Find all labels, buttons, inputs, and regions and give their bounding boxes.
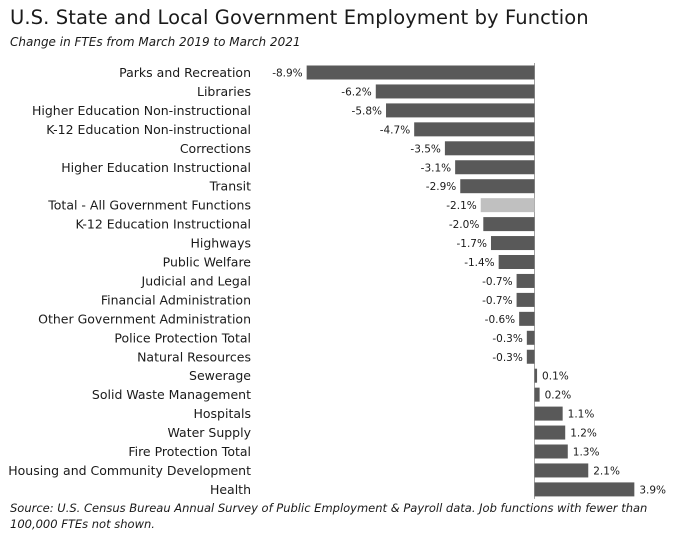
category-label-hospitals: Hospitals (193, 406, 251, 421)
value-label-judicial-and-legal: -0.7% (482, 276, 512, 288)
chart-subtitle: Change in FTEs from March 2019 to March … (10, 35, 301, 49)
bar-total-all-government-functions (480, 198, 535, 213)
bar-hospitals (534, 406, 563, 421)
bar-health (534, 482, 635, 497)
bar-judicial-and-legal (516, 273, 535, 288)
bar-water-supply (534, 425, 566, 440)
bar-highways (490, 236, 535, 251)
category-label-police-protection-total: Police Protection Total (114, 330, 251, 345)
value-label-sewerage: 0.1% (542, 371, 569, 383)
bar-higher-education-instructional (455, 160, 535, 175)
value-label-natural-resources: -0.3% (492, 352, 522, 364)
category-label-highways: Highways (190, 236, 251, 251)
bar-libraries (375, 84, 535, 99)
bar-other-government-administration (519, 311, 535, 326)
bar-natural-resources (526, 349, 535, 364)
value-label-libraries: -6.2% (341, 86, 371, 98)
bar-public-welfare (498, 255, 535, 269)
value-label-fire-protection-total: 1.3% (573, 447, 600, 459)
category-label-higher-education-instructional: Higher Education Instructional (61, 160, 251, 175)
category-label-fire-protection-total: Fire Protection Total (128, 444, 251, 459)
value-label-water-supply: 1.2% (570, 428, 597, 440)
category-label-total-all-government-functions: Total - All Government Functions (47, 198, 251, 213)
category-label-libraries: Libraries (197, 84, 251, 99)
value-label-housing-and-community-development: 2.1% (593, 465, 620, 477)
category-label-k-12-education-instructional: K-12 Education Instructional (75, 217, 251, 232)
category-label-solid-waste-management: Solid Waste Management (92, 387, 251, 402)
category-label-financial-administration: Financial Administration (101, 292, 251, 307)
category-label-corrections: Corrections (180, 141, 251, 156)
bar-transit (460, 179, 535, 194)
value-label-total-all-government-functions: -2.1% (446, 200, 476, 212)
category-label-water-supply: Water Supply (167, 425, 251, 440)
bar-financial-administration (516, 292, 535, 307)
source-note: Source: U.S. Census Bureau Annual Survey… (10, 501, 648, 531)
category-label-public-welfare: Public Welfare (163, 255, 252, 270)
category-label-other-government-administration: Other Government Administration (38, 311, 251, 326)
bar-k-12-education-non-instructional (414, 122, 535, 137)
value-label-public-welfare: -1.4% (464, 257, 494, 269)
value-label-financial-administration: -0.7% (482, 295, 512, 307)
value-label-health: 3.9% (639, 484, 666, 496)
bar-k-12-education-instructional (483, 217, 535, 232)
value-label-higher-education-instructional: -3.1% (421, 162, 451, 174)
category-label-health: Health (210, 482, 251, 497)
category-label-judicial-and-legal: Judicial and Legal (141, 273, 251, 288)
value-label-highways: -1.7% (457, 238, 487, 250)
value-label-higher-education-non-instructional: -5.8% (352, 105, 382, 117)
category-label-natural-resources: Natural Resources (137, 349, 251, 364)
value-label-hospitals: 1.1% (568, 409, 595, 421)
category-label-parks-and-recreation: Parks and Recreation (119, 65, 251, 80)
bar-solid-waste-management (534, 387, 540, 402)
chart-title: U.S. State and Local Government Employme… (10, 6, 589, 29)
value-label-k-12-education-non-instructional: -4.7% (380, 124, 410, 136)
category-label-higher-education-non-instructional: Higher Education Non-instructional (32, 103, 251, 118)
bar-higher-education-non-instructional (386, 103, 535, 118)
bar-police-protection-total (526, 330, 535, 345)
value-label-solid-waste-management: 0.2% (545, 390, 572, 402)
category-label-housing-and-community-development: Housing and Community Development (8, 463, 251, 478)
bar-fire-protection-total (534, 444, 568, 459)
bar-housing-and-community-development (534, 463, 589, 478)
value-label-police-protection-total: -0.3% (492, 333, 522, 345)
value-label-corrections: -3.5% (410, 143, 440, 155)
category-label-transit: Transit (209, 179, 252, 194)
value-label-k-12-education-instructional: -2.0% (449, 219, 479, 231)
value-label-other-government-administration: -0.6% (485, 314, 515, 326)
category-label-k-12-education-non-instructional: K-12 Education Non-instructional (46, 122, 251, 137)
bar-corrections (444, 141, 535, 156)
bar-chart: Parks and Recreation -8.9% Libraries -6.2% H… (8, 63, 666, 499)
value-label-transit: -2.9% (426, 181, 456, 193)
bar-sewerage (534, 368, 538, 383)
bar-parks-and-recreation (306, 65, 535, 80)
value-label-parks-and-recreation: -8.9% (272, 68, 302, 80)
category-label-sewerage: Sewerage (189, 368, 251, 383)
